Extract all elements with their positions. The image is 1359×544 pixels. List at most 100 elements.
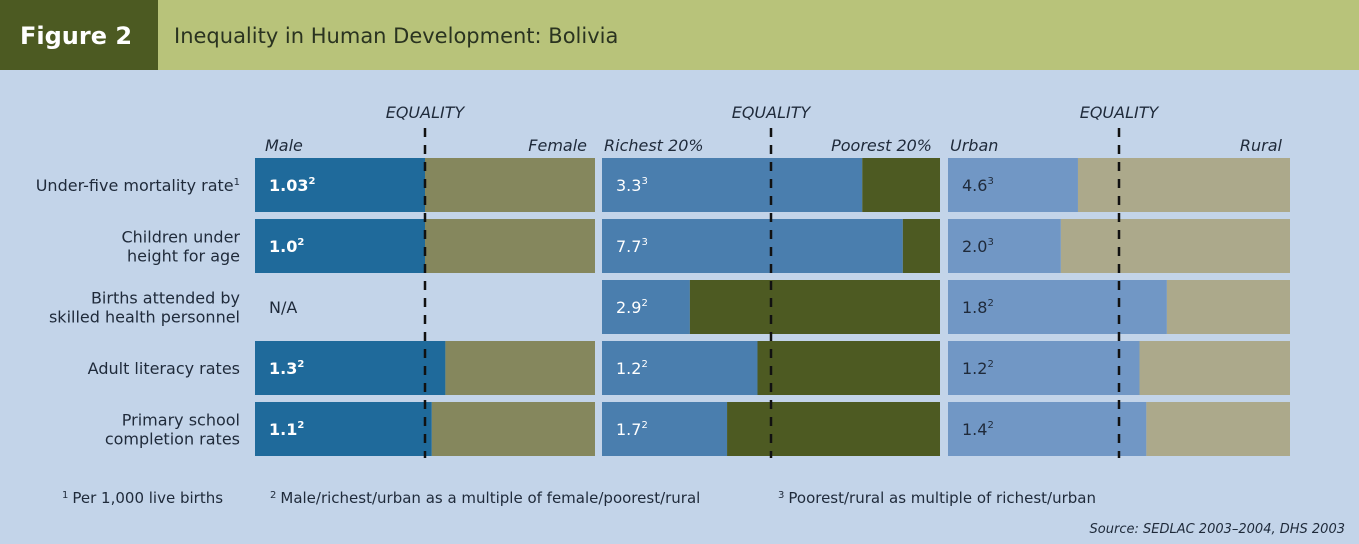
right-segment (902, 219, 940, 273)
left-segment (602, 341, 758, 395)
left-segment (948, 280, 1167, 334)
value-label: 3.33 (616, 176, 648, 195)
value-label: 4.63 (962, 176, 994, 195)
row-label-text: Births attended by (91, 289, 240, 308)
right-segment (1060, 219, 1290, 273)
left-segment (948, 219, 1061, 273)
right-segment (757, 341, 940, 395)
left-label: Male (265, 136, 303, 155)
value-label: 1.032 (269, 176, 315, 195)
row-label-text: completion rates (105, 430, 240, 449)
value-label: 2.92 (616, 298, 648, 317)
value-label: 1.12 (269, 420, 304, 439)
row-label: Children under (121, 228, 240, 247)
right-segment (431, 402, 595, 456)
left-label: Urban (950, 136, 998, 155)
value-label: 7.73 (616, 237, 648, 256)
row-label-text: Under-five mortality rate (36, 176, 234, 195)
footnote-mark: 2 (270, 490, 276, 501)
value-text: 1.03 (269, 176, 308, 195)
value-note: 3 (641, 176, 647, 187)
value-note: 2 (987, 298, 993, 309)
value-note: 3 (987, 176, 993, 187)
footnote: 3 Poorest/rural as multiple of richest/ur… (778, 489, 1096, 507)
equality-label: EQUALITY (732, 103, 812, 122)
value-label: N/A (269, 298, 297, 317)
left-segment (255, 402, 432, 456)
row-label-text: Adult literacy rates (88, 359, 240, 378)
right-segment (1077, 158, 1290, 212)
value-label: 1.22 (616, 359, 648, 378)
equality-label: EQUALITY (1080, 103, 1160, 122)
value-note: 2 (297, 237, 304, 248)
value-note: 3 (987, 237, 993, 248)
left-segment (948, 158, 1078, 212)
row-label-note: 1 (234, 177, 240, 188)
value-label: 2.03 (962, 237, 994, 256)
footnote: 1 Per 1,000 live births (62, 489, 223, 507)
value-note: 2 (987, 359, 993, 370)
figure-label-box (0, 0, 158, 70)
value-text: 1.7 (616, 420, 641, 439)
value-note: 2 (641, 359, 647, 370)
value-note: 2 (297, 420, 304, 431)
value-text: N/A (269, 298, 297, 317)
chart-title: Inequality in Human Development: Bolivia (174, 24, 618, 48)
figure-label: Figure 2 (20, 22, 132, 50)
row-label: skilled health personnel (49, 308, 240, 327)
header-band (0, 0, 1359, 70)
footnote-text: Poorest/rural as multiple of richest/urb… (788, 489, 1096, 507)
value-text: 2.0 (962, 237, 987, 256)
value-note: 2 (297, 359, 304, 370)
left-segment (602, 402, 728, 456)
footnote-mark: 3 (778, 490, 784, 501)
value-text: 7.7 (616, 237, 641, 256)
value-label: 1.82 (962, 298, 994, 317)
value-note: 2 (641, 298, 647, 309)
left-segment (948, 341, 1140, 395)
right-segment (689, 280, 940, 334)
left-segment (602, 280, 690, 334)
right-label: Rural (1240, 136, 1283, 155)
value-note: 2 (308, 176, 315, 187)
value-text: 3.3 (616, 176, 641, 195)
value-text: 4.6 (962, 176, 987, 195)
right-segment (1139, 341, 1290, 395)
equality-label: EQUALITY (386, 103, 466, 122)
value-text: 1.2 (962, 359, 987, 378)
right-segment (425, 158, 595, 212)
value-text: 1.3 (269, 359, 297, 378)
left-segment (602, 158, 863, 212)
row-label: Adult literacy rates (88, 359, 240, 378)
row-label-text: Primary school (122, 411, 240, 430)
source: Source: SEDLAC 2003–2004, DHS 2003 (1090, 522, 1345, 537)
value-text: 1.0 (269, 237, 297, 256)
right-segment (1146, 402, 1290, 456)
value-text: 2.9 (616, 298, 641, 317)
row-label-text: Children under (121, 228, 240, 247)
value-label: 1.02 (269, 237, 304, 256)
footnote-text: Per 1,000 live births (72, 489, 223, 507)
value-text: 1.4 (962, 420, 987, 439)
value-note: 3 (641, 237, 647, 248)
value-label: 1.32 (269, 359, 304, 378)
left-segment (602, 219, 903, 273)
right-label: Female (528, 136, 587, 155)
footnote: 2 Male/richest/urban as a multiple of fem… (270, 489, 700, 507)
footnote-text: Male/richest/urban as a multiple of fema… (280, 489, 700, 507)
right-segment (445, 341, 595, 395)
left-segment (948, 402, 1147, 456)
value-label: 1.42 (962, 420, 994, 439)
value-note: 2 (987, 420, 993, 431)
value-text: 1.1 (269, 420, 297, 439)
footnote-mark: 1 (62, 490, 68, 501)
right-segment (1166, 280, 1290, 334)
left-label: Richest 20% (604, 136, 704, 155)
value-text: 1.2 (616, 359, 641, 378)
row-label: Under-five mortality rate1 (36, 176, 240, 195)
row-label-text: skilled health personnel (49, 308, 240, 327)
left-segment (255, 158, 425, 212)
row-label-text: height for age (127, 247, 240, 266)
row-label: Primary school (122, 411, 240, 430)
